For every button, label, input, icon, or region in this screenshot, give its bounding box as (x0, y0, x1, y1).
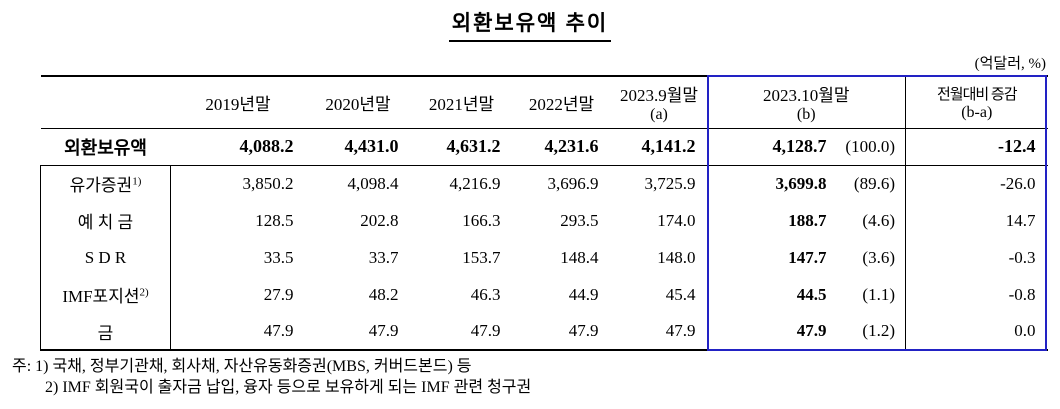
reserves-table-wrap: 2019년말 2020년말 2021년말 2022년말 2023.9월말 (a)… (40, 75, 1048, 351)
cell-oct2023-value: 147.7 (788, 247, 827, 267)
col-header-oct2023-sub: (b) (796, 105, 816, 123)
cell-oct2023-value: 44.5 (796, 284, 827, 304)
cell-change: -0.3 (905, 239, 1048, 276)
cell-change: 14.7 (905, 202, 1048, 239)
cell-2021: 4,631.2 (446, 136, 501, 156)
col-header-oct2023-label: 2023.10월말 (762, 85, 850, 105)
cell-oct2023-share: (4.6) (862, 210, 895, 230)
table-row-imf-position: IMF포지션2) 27.9 48.2 46.3 44.9 45.4 44.5 (… (40, 276, 1048, 313)
cell-2022: 44.9 (568, 284, 599, 304)
row-label: 외환보유액 (41, 128, 171, 165)
cell-2020: 202.8 (360, 210, 399, 230)
row-label: 유가증권1) (40, 165, 171, 202)
footnotes: 주: 1) 국채, 정부기관채, 회사채, 자산유동화증권(MBS, 커버드본드… (12, 356, 1060, 398)
cell-oct2023-share: (89.6) (853, 173, 895, 193)
cell-sep2023: 148.0 (657, 247, 696, 267)
page-title: 외환보유액 추이 (448, 7, 612, 42)
footnote-1: 주: 1) 국채, 정부기관채, 회사채, 자산유동화증권(MBS, 커버드본드… (12, 358, 472, 375)
cell-change: -12.4 (905, 128, 1048, 165)
col-header-change: 전월대비 증감 (b-a) (905, 76, 1048, 128)
row-label-sup: 1) (132, 175, 142, 188)
table-row-deposits: 예 치 금 128.5 202.8 166.3 293.5 174.0 188.… (40, 202, 1048, 239)
header-row: 2019년말 2020년말 2021년말 2022년말 2023.9월말 (a)… (41, 76, 1048, 128)
cell-2020: 33.7 (368, 247, 399, 267)
row-label-text: 금 (97, 323, 114, 343)
row-label-text: IMF포지션 (62, 287, 140, 306)
footnote-2: 2) IMF 회원국이 출자금 납입, 융자 등으로 보유하게 되는 IMF 관… (45, 379, 532, 396)
row-label-text: 외환보유액 (64, 137, 147, 158)
col-header-change-sub: (b-a) (961, 103, 993, 121)
cell-2022: 148.4 (560, 247, 599, 267)
col-header-2019: 2019년말 (205, 94, 271, 114)
cell-2021: 153.7 (462, 247, 501, 267)
cell-2019: 27.9 (263, 284, 294, 304)
cell-2019: 3,850.2 (242, 173, 294, 193)
row-label-text: 유가증권 (69, 176, 133, 196)
col-header-sep2023-label: 2023.9월말 (619, 85, 699, 105)
table-row-total: 외환보유액 4,088.2 4,431.0 4,631.2 4,231.6 4,… (40, 128, 1048, 165)
title-wrap: 외환보유액 추이 (0, 0, 1060, 42)
cell-2019: 128.5 (255, 210, 294, 230)
col-header-change-label: 전월대비 증감 (936, 86, 1018, 103)
cell-2021: 46.3 (470, 284, 501, 304)
cell-2022: 4,231.6 (544, 136, 599, 156)
cell-2020: 4,431.0 (344, 136, 399, 156)
corner-cell (41, 76, 171, 128)
cell-2020: 4,098.4 (347, 173, 399, 193)
col-header-2021: 2021년말 (428, 94, 495, 114)
cell-oct2023-value: 3,699.8 (775, 173, 827, 193)
row-label: IMF포지션2) (40, 276, 171, 313)
cell-oct2023-value: 47.9 (796, 321, 827, 340)
cell-sep2023: 45.4 (665, 284, 696, 304)
cell-2022: 293.5 (560, 210, 599, 230)
col-header-oct2023: 2023.10월말 (b) (708, 76, 906, 128)
row-label: 예 치 금 (40, 202, 171, 239)
table-row-gold: 금 47.9 47.9 47.9 47.9 47.9 47.9 (1.2) 0.… (40, 313, 1048, 350)
cell-oct2023-share: (100.0) (845, 136, 895, 156)
reserves-table: 2019년말 2020년말 2021년말 2022년말 2023.9월말 (a)… (40, 75, 1048, 351)
row-label-sup: 2) (139, 286, 149, 299)
cell-oct2023-share: (3.6) (862, 247, 895, 267)
cell-change: -0.8 (905, 276, 1048, 313)
unit-note: (억달러, %) (974, 56, 1046, 72)
cell-2020: 48.2 (368, 284, 399, 304)
table-row-securities: 유가증권1) 3,850.2 4,098.4 4,216.9 3,696.9 3… (40, 165, 1048, 202)
cell-change: 0.0 (905, 313, 1048, 350)
cell-2022: 3,696.9 (547, 173, 599, 193)
cell-change: -26.0 (905, 165, 1048, 202)
cell-2019: 33.5 (263, 247, 294, 267)
row-label-text: S D R (84, 247, 127, 267)
col-header-2020: 2020년말 (325, 94, 391, 114)
col-header-sep2023-sub: (a) (650, 105, 668, 123)
row-label-text: 예 치 금 (77, 213, 134, 232)
row-label: S D R (40, 239, 171, 276)
cell-2021: 166.3 (462, 210, 501, 230)
cell-sep2023: 47.9 (665, 321, 696, 340)
cell-2019: 4,088.2 (239, 136, 294, 156)
cell-2019: 47.9 (263, 321, 294, 340)
cell-2021: 4,216.9 (449, 173, 501, 193)
cell-oct2023-share: (1.2) (862, 321, 895, 340)
cell-2022: 47.9 (568, 321, 599, 340)
cell-oct2023-value: 188.7 (788, 210, 827, 230)
cell-oct2023-share: (1.1) (862, 284, 895, 304)
cell-2021: 47.9 (470, 321, 501, 340)
cell-sep2023: 3,725.9 (644, 173, 696, 193)
col-header-sep2023: 2023.9월말 (a) (611, 76, 708, 128)
cell-2020: 47.9 (368, 321, 399, 340)
cell-oct2023-value: 4,128.7 (772, 136, 827, 156)
table-row-sdr: S D R 33.5 33.7 153.7 148.4 148.0 147.7 … (40, 239, 1048, 276)
col-header-2022: 2022년말 (528, 94, 595, 114)
row-label: 금 (40, 313, 171, 350)
cell-sep2023: 4,141.2 (641, 136, 696, 156)
cell-sep2023: 174.0 (657, 210, 696, 230)
